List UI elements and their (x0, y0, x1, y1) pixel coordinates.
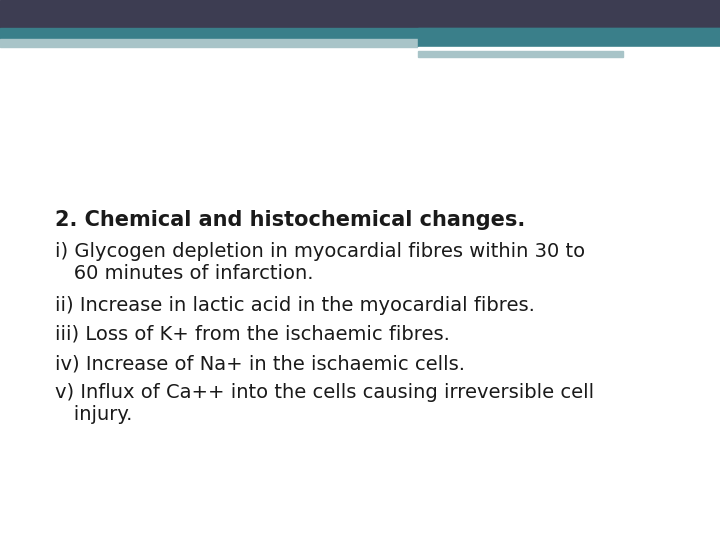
Bar (0, 39, 418, 47)
Text: i) Glycogen depletion in myocardial fibres within 30 to: i) Glycogen depletion in myocardial fibr… (55, 242, 585, 261)
Bar (418, 51, 623, 57)
Bar (0, 0, 720, 28)
Text: v) Influx of Ca++ into the cells causing irreversible cell: v) Influx of Ca++ into the cells causing… (55, 383, 594, 402)
Text: 60 minutes of infarction.: 60 minutes of infarction. (55, 264, 313, 283)
Text: ii) Increase in lactic acid in the myocardial fibres.: ii) Increase in lactic acid in the myoca… (55, 296, 535, 315)
Text: 2. Chemical and histochemical changes.: 2. Chemical and histochemical changes. (55, 210, 526, 230)
Bar (0, 28, 720, 39)
Bar (418, 47, 720, 51)
Bar (418, 28, 720, 47)
Text: iv) Increase of Na+ in the ischaemic cells.: iv) Increase of Na+ in the ischaemic cel… (55, 354, 465, 373)
Text: injury.: injury. (55, 405, 132, 424)
Text: iii) Loss of K+ from the ischaemic fibres.: iii) Loss of K+ from the ischaemic fibre… (55, 325, 450, 344)
